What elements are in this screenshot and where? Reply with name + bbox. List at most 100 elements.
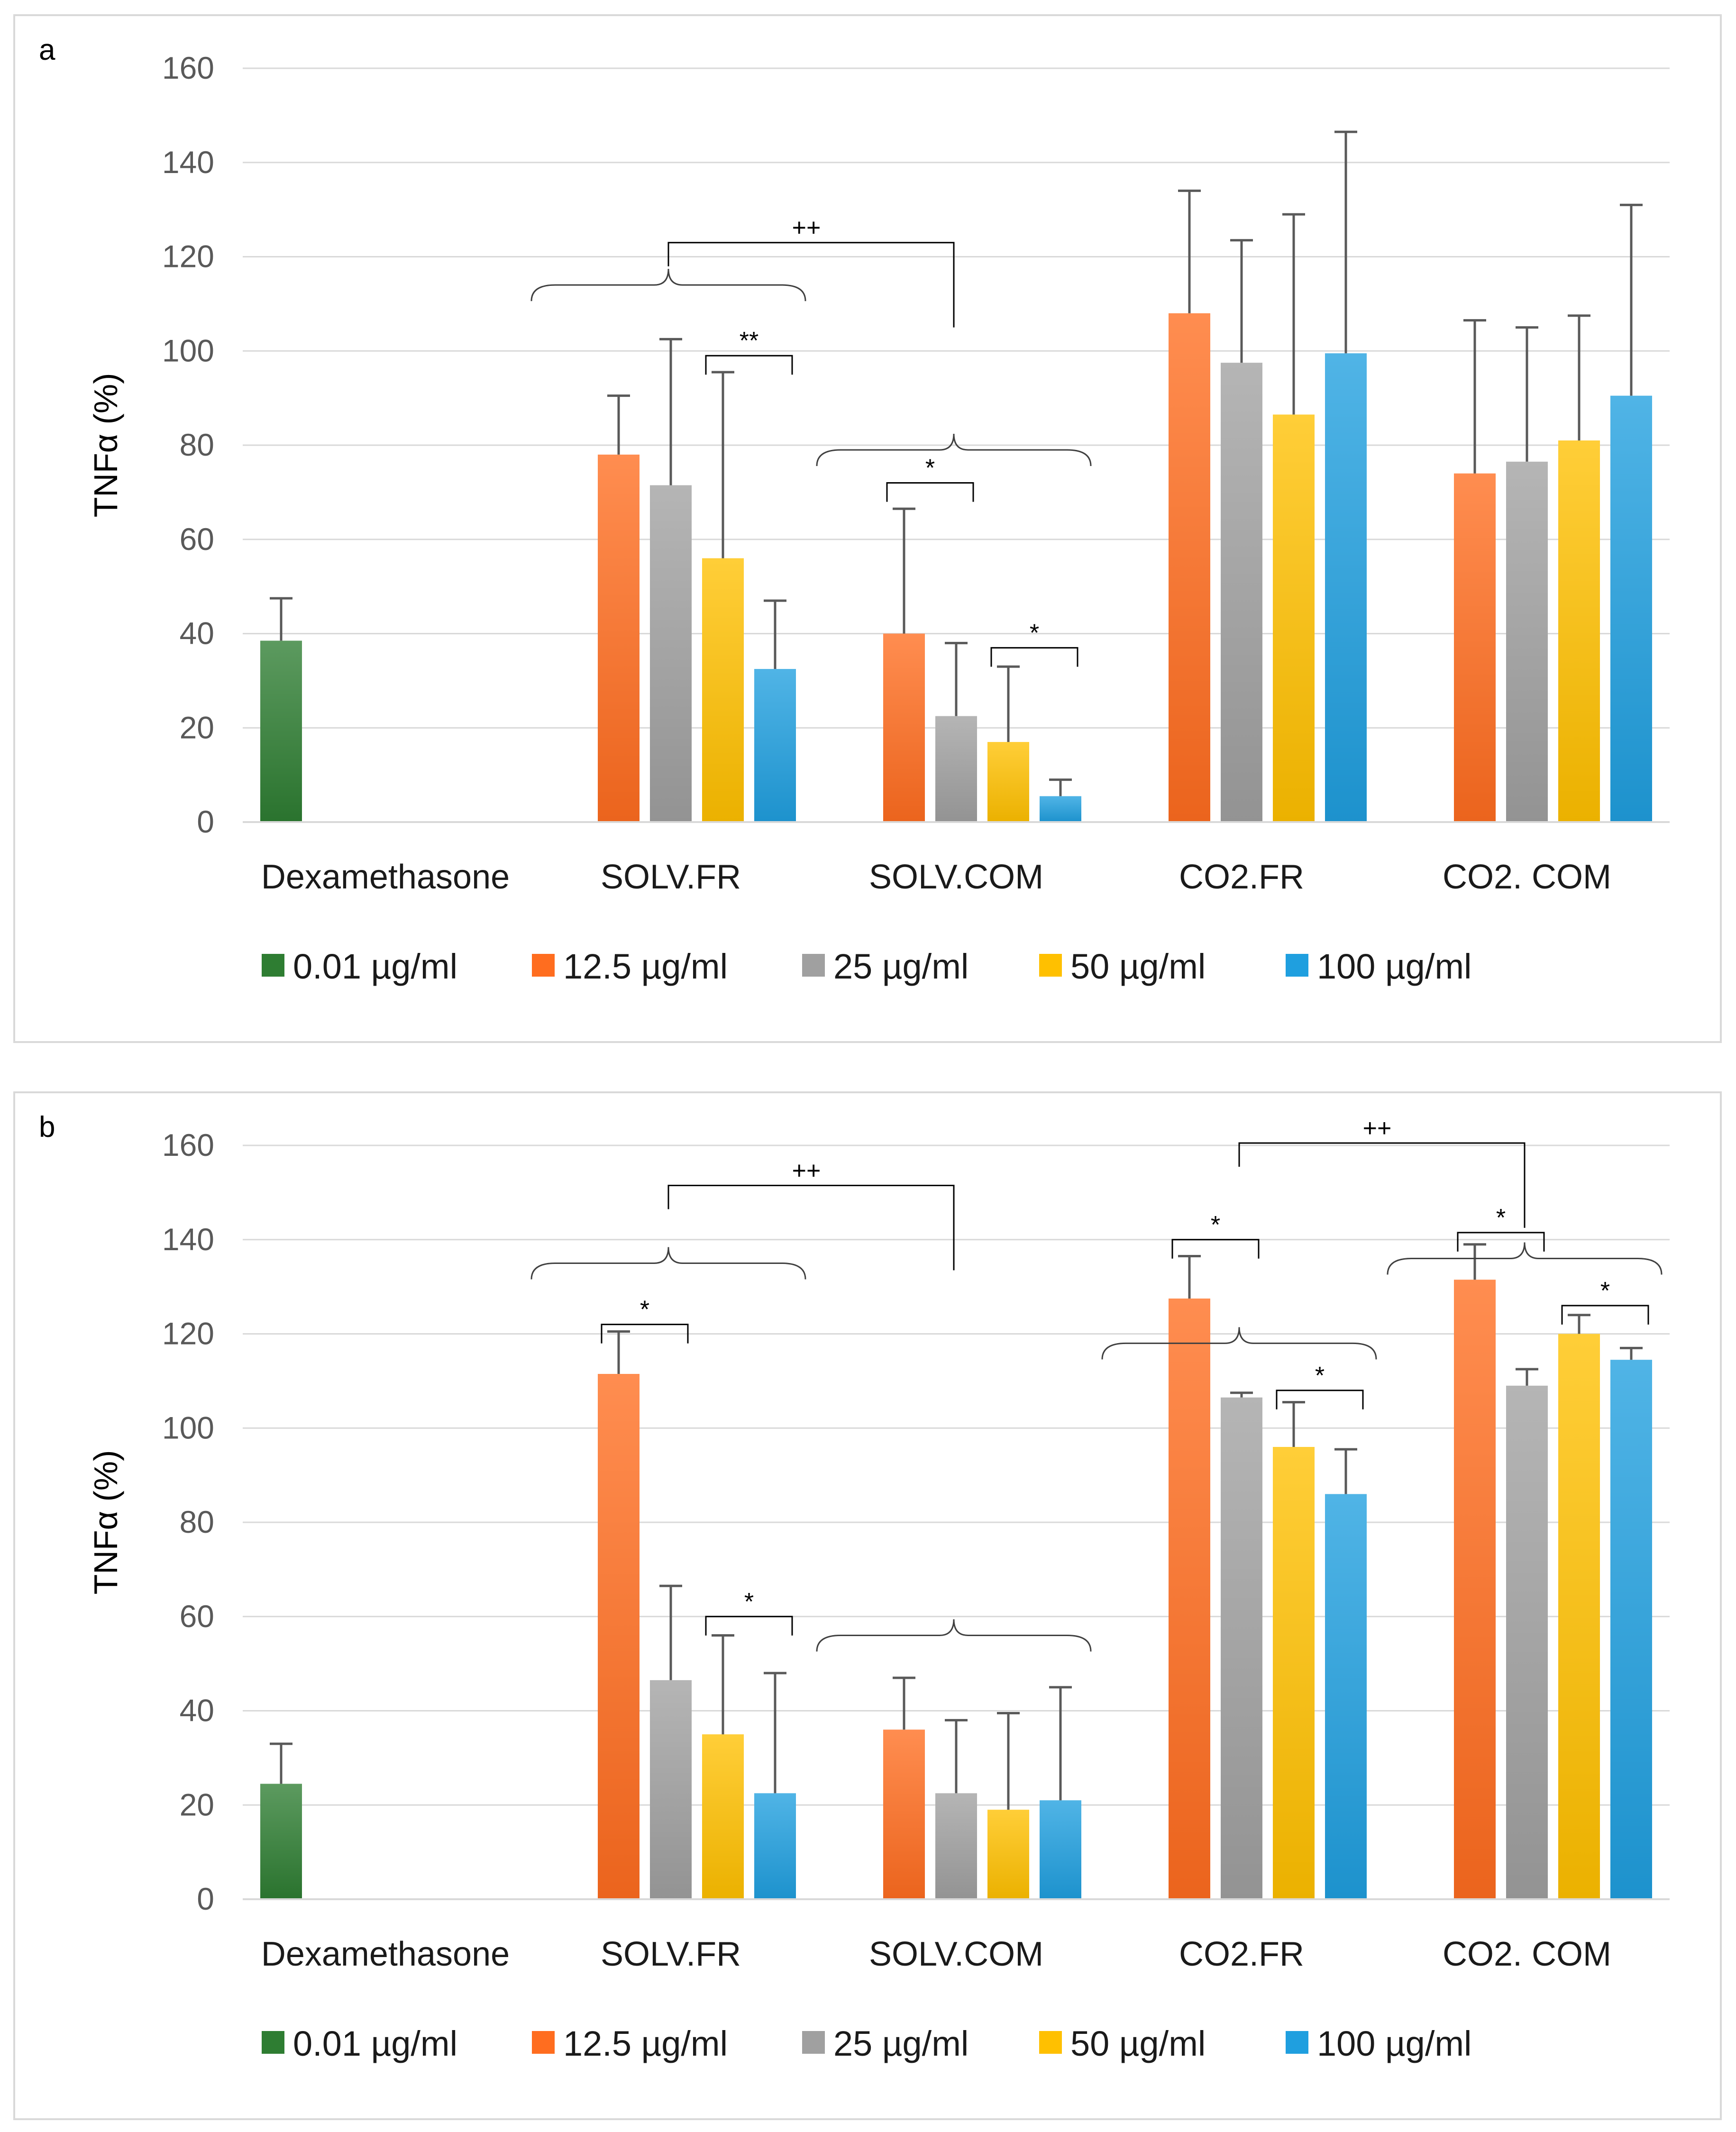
bar-solv-com-50 — [987, 1810, 1029, 1899]
category-label: CO2.FR — [1179, 858, 1304, 896]
y-tick-label: 60 — [180, 522, 214, 557]
significance-bracket — [1457, 1232, 1545, 1252]
legend-label: 0.01 µg/ml — [293, 947, 457, 986]
significance-label: * — [925, 455, 935, 482]
y-tick-label: 0 — [197, 804, 214, 839]
bar-solv-fr-25 — [650, 485, 692, 822]
bar-co2-com-50 — [1558, 1334, 1600, 1899]
chart-b-svg: 0 20 40 60 80 100 120 140 160 TNFα (%) Dexamethaso… — [87, 1115, 1670, 2063]
chart-panel-b: b 0 20 40 60 80 100 120 140 160 TNFα (%) Dexametha… — [13, 1091, 1722, 2120]
bar-solv-com-12-5 — [883, 633, 925, 822]
bar-co2-com-100 — [1610, 395, 1652, 822]
legend-label: 50 µg/ml — [1070, 2024, 1206, 2063]
bar-solv-fr-25 — [650, 1680, 692, 1899]
group-comparison-bracket — [1238, 1142, 1526, 1228]
significance-bracket — [705, 1616, 793, 1636]
significance-label: * — [640, 1296, 649, 1324]
bar-co2-com-100 — [1610, 1360, 1652, 1899]
bar-co2-fr-12-5 — [1169, 1298, 1210, 1899]
legend-label: 12.5 µg/ml — [563, 2024, 728, 2063]
bar-co2-com-12-5 — [1454, 1280, 1496, 1899]
category-label: CO2.FR — [1179, 1935, 1304, 1973]
legend-swatch — [1286, 954, 1308, 977]
legend-swatch — [1286, 2031, 1308, 2054]
bar-co2-com-12-5 — [1454, 473, 1496, 822]
significance-label: * — [1030, 619, 1039, 647]
legend-label: 100 µg/ml — [1317, 2024, 1471, 2063]
y-tick-label: 100 — [162, 333, 214, 368]
group-brace — [530, 269, 806, 302]
significance-bracket — [1561, 1305, 1649, 1325]
significance-label: * — [1315, 1362, 1325, 1390]
legend-label: 12.5 µg/ml — [563, 947, 728, 986]
legend-label: 25 µg/ml — [833, 947, 969, 986]
category-label: CO2. COM — [1443, 858, 1611, 896]
y-tick-label: 160 — [162, 50, 214, 85]
bar-co2-fr-25 — [1221, 1397, 1262, 1899]
group-brace — [816, 433, 1092, 467]
y-tick-label: 0 — [197, 1881, 214, 1916]
y-tick-label: 120 — [162, 239, 214, 274]
bar-solv-fr-100 — [754, 1793, 796, 1899]
y-tick-label: 140 — [162, 145, 214, 180]
y-tick-label: 160 — [162, 1127, 214, 1162]
chart-panel-a: a 0 20 40 60 80 100 120 140 160 TNFα (%) Dexametha… — [13, 14, 1722, 1043]
y-axis-label: TNFα (%) — [87, 373, 124, 518]
legend-label: 25 µg/ml — [833, 2024, 969, 2063]
significance-bracket — [990, 647, 1078, 667]
bar-solv-com-100 — [1040, 796, 1081, 822]
significance-bracket — [601, 1324, 689, 1344]
category-label: Dexamethasone — [261, 858, 510, 896]
significance-bracket — [1276, 1390, 1364, 1409]
bar-solv-com-50 — [987, 742, 1029, 822]
panel-letter-b: b — [39, 1111, 55, 1144]
legend-label: 0.01 µg/ml — [293, 2024, 457, 2063]
category-label: SOLV.FR — [601, 1935, 741, 1973]
group-brace — [1101, 1327, 1377, 1360]
bar-solv-com-100 — [1040, 1800, 1081, 1899]
category-label: CO2. COM — [1443, 1935, 1611, 1973]
y-tick-label: 20 — [180, 1787, 214, 1822]
bar-solv-fr-50 — [702, 558, 744, 822]
bar-solv-com-25 — [935, 716, 977, 822]
bar-co2-com-25 — [1506, 1385, 1548, 1899]
y-tick-label: 40 — [180, 616, 214, 651]
category-label: SOLV.COM — [869, 858, 1043, 896]
bar-solv-fr-12-5 — [598, 454, 640, 822]
category-label: SOLV.FR — [601, 858, 741, 896]
bar-solv-com-12-5 — [883, 1729, 925, 1899]
y-tick-label: 100 — [162, 1410, 214, 1445]
y-tick-label: 80 — [180, 1504, 214, 1539]
legend-swatch — [532, 954, 555, 977]
bar-dexamethasone-0-01 — [260, 1784, 302, 1899]
y-axis-label: TNFα (%) — [87, 1450, 124, 1595]
y-tick-label: 140 — [162, 1222, 214, 1257]
significance-bracket — [1171, 1239, 1260, 1259]
y-tick-label: 120 — [162, 1316, 214, 1351]
group-comparison-label: ++ — [792, 1157, 821, 1184]
bar-solv-fr-100 — [754, 669, 796, 822]
bar-co2-fr-50 — [1273, 1447, 1315, 1899]
legend-swatch — [1039, 2031, 1062, 2054]
significance-label: * — [744, 1588, 754, 1616]
significance-label: * — [1600, 1277, 1610, 1305]
bar-co2-fr-50 — [1273, 414, 1315, 822]
panel-letter-a: a — [39, 34, 55, 66]
legend-swatch — [802, 2031, 825, 2054]
bar-solv-fr-50 — [702, 1734, 744, 1899]
significance-label: * — [1211, 1211, 1220, 1239]
group-brace — [530, 1247, 806, 1280]
legend-swatch — [262, 2031, 284, 2054]
significance-label: * — [1496, 1204, 1506, 1232]
bar-solv-com-25 — [935, 1793, 977, 1899]
bar-co2-com-50 — [1558, 440, 1600, 822]
group-comparison-bracket — [667, 1184, 955, 1271]
legend-swatch — [262, 954, 284, 977]
bar-co2-fr-12-5 — [1169, 313, 1210, 822]
bar-co2-com-25 — [1506, 461, 1548, 822]
legend-label: 100 µg/ml — [1317, 947, 1471, 986]
significance-label: ** — [740, 327, 758, 355]
bar-co2-fr-100 — [1325, 353, 1367, 822]
group-comparison-label: ++ — [1363, 1115, 1392, 1142]
group-brace — [816, 1619, 1092, 1652]
